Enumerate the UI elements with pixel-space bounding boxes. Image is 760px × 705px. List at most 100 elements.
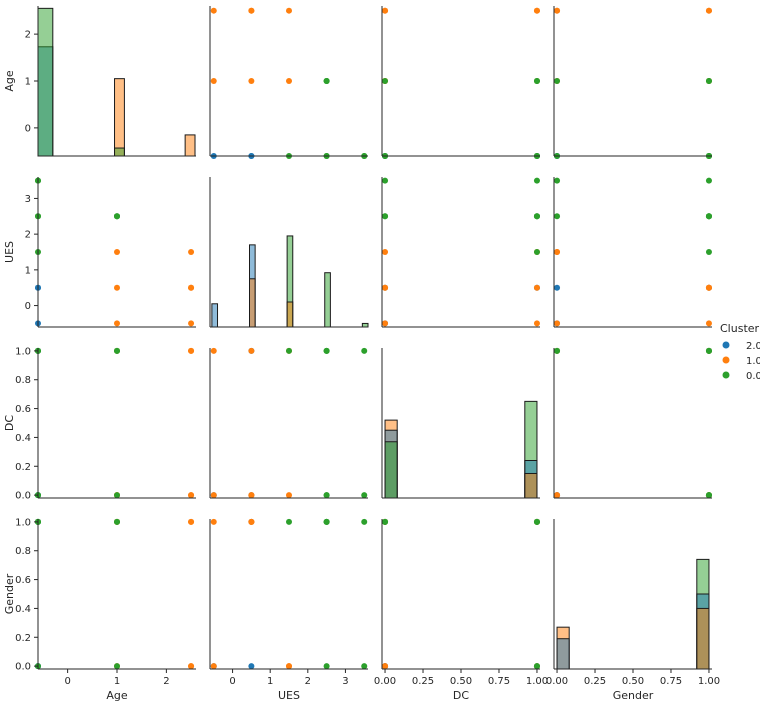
point-dc-ues-s0.0-5 <box>323 492 330 499</box>
y-tick-label: 0.2 <box>15 633 31 644</box>
x-tick-label: 0.00 <box>546 676 568 687</box>
point-gender-age-s0.0-7 <box>114 518 120 525</box>
point-ues-gender-s0.0-0 <box>705 249 712 255</box>
point-gender-ues-s0.0-2 <box>361 663 368 670</box>
x-tick-label: 1 <box>114 676 120 687</box>
point-ues-dc-s0.0-2 <box>533 177 540 184</box>
point-gender-ues-s0.0-6 <box>361 518 368 525</box>
point-dc-gender-s0.0-7 <box>705 347 712 354</box>
hist-bar-ues-2 <box>249 278 256 328</box>
y-tick-label: 0.6 <box>15 404 31 415</box>
x-tick-label: 1.00 <box>698 676 720 687</box>
panel-gender-age: 0.0 0.2 0.4 0.6 0.8 1.0 Gender 0 1 2 Age <box>3 517 196 702</box>
point-ues-age-s1.0-2 <box>188 249 195 255</box>
point-gender-dc-s0.0-3 <box>533 663 540 670</box>
y-axis-label-ues: UES <box>3 241 16 263</box>
y-tick-label: 1 <box>25 265 31 276</box>
legend-marker-1.0 <box>722 356 730 364</box>
point-dc-ues-s0.0-0 <box>286 347 292 354</box>
x-axis-label-gender: Gender <box>613 689 654 702</box>
legend-title: Cluster <box>720 322 760 335</box>
point-ues-dc-s1.0-0 <box>382 320 389 327</box>
point-age-ues-s0.0-7 <box>323 78 330 84</box>
point-ues-dc-s1.0-6 <box>533 284 540 291</box>
hist-bar-age-4 <box>184 134 196 157</box>
point-ues-age-s1.0-6 <box>188 284 195 291</box>
point-age-ues-s1.0-3 <box>210 78 217 84</box>
point-gender-dc-s0.0-6 <box>382 518 389 525</box>
panel-age-gender <box>553 6 712 159</box>
point-gender-age-s1.0-2 <box>188 663 195 670</box>
point-dc-ues-s1.0-3 <box>210 347 217 354</box>
x-tick-label: 0.75 <box>660 676 682 687</box>
point-ues-gender-s0.0-2 <box>554 177 561 184</box>
panel-gender-gender: 0.00 0.25 0.50 0.75 1.00 Gender <box>546 519 720 702</box>
legend-marker-0.0 <box>722 371 730 379</box>
hist-bar-ues-4 <box>286 301 294 328</box>
point-dc-gender-s0.0-3 <box>554 347 561 354</box>
y-tick-label: 1 <box>25 77 31 88</box>
y-axis-label-gender: Gender <box>3 573 16 614</box>
point-gender-age-s0.0-3 <box>114 663 120 670</box>
x-tick-label: 0.50 <box>622 676 644 687</box>
x-tick-label: 2 <box>305 676 311 687</box>
panel-ues-age: 0 1 2 3 UES <box>3 177 196 328</box>
point-ues-gender-s1.0-5 <box>554 249 561 255</box>
hist-bar-gender-4 <box>696 607 710 670</box>
point-dc-age-s0.0-5 <box>114 492 120 499</box>
point-ues-dc-s0.0-5 <box>382 213 389 220</box>
point-ues-gender-s1.0-3 <box>705 320 712 327</box>
hist-bar-age-2 <box>114 78 125 157</box>
legend-label-1.0: 1.0 <box>746 356 760 367</box>
point-age-gender-s0.0-7 <box>705 78 712 84</box>
panel-age-dc <box>381 6 540 159</box>
hist-bar-dc-5 <box>524 472 538 499</box>
pairplot-panels: 012Age0123UES0.00.20.40.60.81.0DC0.00.20… <box>3 6 720 702</box>
hist-bar-dc-2 <box>384 441 398 499</box>
point-ues-age-s1.0-0 <box>188 320 195 327</box>
hist-bar-ues-6 <box>361 322 369 328</box>
panel-ues-dc <box>381 177 540 328</box>
panel-dc-ues <box>209 347 368 499</box>
point-dc-ues-s1.0-4 <box>248 492 255 499</box>
point-ues-age-s1.0-4 <box>114 284 120 291</box>
legend: Cluster 2.0 1.0 0.0 <box>720 322 760 382</box>
hist-bar-gender-1 <box>556 638 570 670</box>
point-gender-ues-s0.0-7 <box>323 518 330 525</box>
point-age-ues-s1.0-0 <box>210 7 217 14</box>
y-tick-label: 0.0 <box>15 491 31 502</box>
x-axis-label-age: Age <box>106 689 128 702</box>
point-dc-ues-s1.0-6 <box>248 347 255 354</box>
legend-label-2.0: 2.0 <box>746 341 760 352</box>
y-tick-label: 2 <box>25 30 31 41</box>
point-gender-ues-s1.0-0 <box>210 663 217 670</box>
point-gender-dc-s1.0-5 <box>382 663 389 670</box>
point-ues-dc-s0.0-7 <box>533 213 540 220</box>
y-tick-label: 1.0 <box>15 517 31 528</box>
point-ues-gender-s0.0-3 <box>554 213 561 220</box>
x-tick-label: 0 <box>229 676 235 687</box>
x-tick-label: 0.50 <box>450 676 472 687</box>
hist-bar-ues-0 <box>211 303 219 328</box>
point-dc-ues-s1.0-5 <box>286 492 292 499</box>
point-dc-ues-s0.0-6 <box>361 492 368 499</box>
point-dc-gender-s0.0-6 <box>705 492 712 499</box>
point-age-ues-s1.0-6 <box>248 7 255 14</box>
x-tick-label: 3 <box>342 676 348 687</box>
x-tick-label: 0 <box>64 676 70 687</box>
y-tick-label: 0.2 <box>15 462 31 473</box>
hist-bar-ues-5 <box>324 272 331 328</box>
point-age-dc-s1.0-6 <box>533 7 540 14</box>
point-ues-dc-s1.0-3 <box>533 320 540 327</box>
point-ues-age-s0.0-7 <box>114 213 120 220</box>
y-tick-label: 0.8 <box>15 375 31 386</box>
point-ues-age-s1.0-5 <box>114 249 120 255</box>
point-ues-gender-s1.0-0 <box>554 320 561 327</box>
point-ues-gender-s1.0-6 <box>705 284 712 291</box>
hist-bar-age-1 <box>37 7 54 157</box>
x-axis-label-ues: UES <box>278 689 300 702</box>
point-dc-ues-s0.0-7 <box>323 347 330 354</box>
point-age-dc-s0.0-7 <box>533 78 540 84</box>
point-age-ues-s1.0-5 <box>286 78 292 84</box>
